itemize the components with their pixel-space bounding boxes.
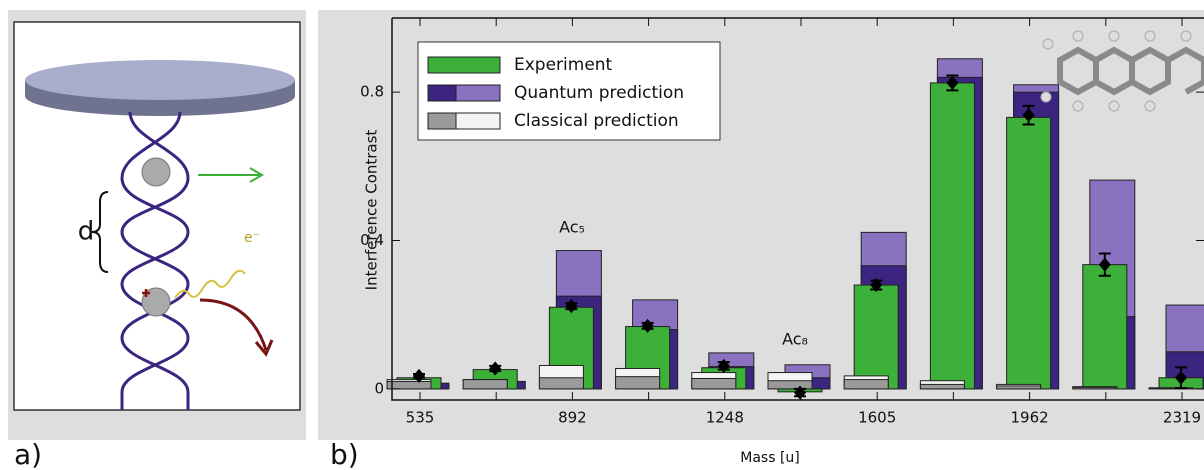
particle bbox=[141, 287, 171, 317]
arrow bbox=[198, 167, 264, 183]
y-tick-label: 0.8 bbox=[360, 83, 384, 101]
x-tick-label: 1962 bbox=[1011, 409, 1049, 427]
legend-label: Classical prediction bbox=[514, 111, 679, 131]
annotation: Ac₅ bbox=[559, 218, 585, 237]
x-tick-label: 1605 bbox=[858, 409, 896, 427]
experiment-bar bbox=[1006, 116, 1052, 390]
y-axis-label: Interference Contrast bbox=[363, 130, 381, 291]
classical-bar-dark bbox=[386, 380, 432, 390]
brace bbox=[91, 191, 109, 273]
legend-swatch-dark bbox=[427, 84, 457, 102]
data-point bbox=[565, 299, 578, 314]
y-tick-label: 0.4 bbox=[360, 231, 384, 249]
data-point bbox=[1098, 257, 1111, 272]
classical-bar-dark bbox=[1072, 386, 1118, 390]
charge bbox=[142, 289, 150, 297]
legend-swatch bbox=[427, 56, 501, 74]
experiment-bar bbox=[853, 284, 899, 390]
particle bbox=[141, 157, 171, 187]
panel-label: a) bbox=[14, 438, 42, 470]
cantilever bbox=[25, 60, 295, 116]
molecule bbox=[1040, 30, 1204, 112]
panel-label: b) bbox=[330, 438, 359, 470]
data-point bbox=[794, 385, 806, 400]
classical-bar-dark bbox=[691, 377, 737, 390]
classical-bar-dark bbox=[538, 377, 584, 390]
x-axis-label: Mass [u] bbox=[740, 450, 800, 466]
classical-bar-dark bbox=[615, 376, 661, 390]
data-point bbox=[717, 358, 730, 373]
classical-bar-dark bbox=[1148, 387, 1194, 390]
legend-swatch-dark bbox=[427, 112, 457, 130]
data-point bbox=[870, 278, 883, 293]
experiment-bar bbox=[1082, 264, 1128, 390]
x-tick-label: 535 bbox=[406, 409, 435, 427]
helix bbox=[120, 111, 190, 410]
classical-bar-dark bbox=[462, 379, 508, 390]
electron-path bbox=[174, 269, 246, 299]
x-tick-label: 2319 bbox=[1163, 409, 1201, 427]
annotation: Ac₈ bbox=[782, 330, 808, 349]
classical-bar-dark bbox=[919, 383, 965, 390]
data-point bbox=[946, 75, 959, 90]
x-tick-label: 1248 bbox=[706, 409, 744, 427]
data-point bbox=[641, 318, 654, 333]
plot: 535 892 1248 1605 1962 2319 0 0.4 0.8 Mass [u] Int… bbox=[360, 17, 1204, 466]
electron-label: e⁻ bbox=[244, 230, 260, 246]
classical-bar-dark bbox=[996, 385, 1042, 390]
legend-label: Quantum prediction bbox=[514, 83, 684, 103]
data-point bbox=[1175, 370, 1187, 385]
data-point bbox=[1022, 108, 1035, 123]
classical-bar-dark bbox=[843, 379, 889, 390]
y-tick-label: 0 bbox=[374, 379, 384, 397]
data-point bbox=[489, 361, 502, 376]
spacing-label: d bbox=[78, 217, 95, 247]
classical-bar-dark bbox=[767, 380, 813, 390]
data-point bbox=[413, 368, 425, 383]
arrow bbox=[199, 298, 274, 357]
legend-label: Experiment bbox=[514, 55, 613, 75]
experiment-bar bbox=[929, 82, 975, 390]
axis-frame bbox=[391, 17, 1204, 401]
x-tick-label: 892 bbox=[558, 409, 587, 427]
